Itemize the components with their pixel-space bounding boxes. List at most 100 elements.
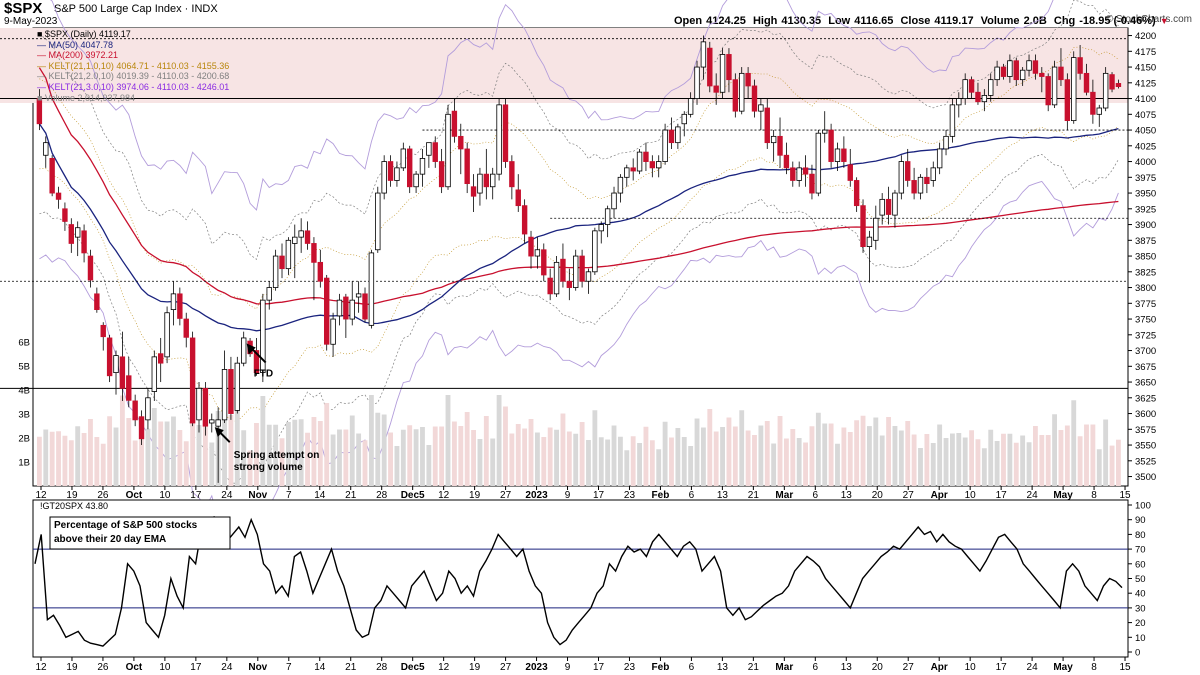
x-tick-label: 24 [221, 490, 233, 501]
volume-bar [1020, 435, 1026, 486]
y-tick-label: 3750 [1135, 315, 1156, 326]
candle-body [1019, 69, 1026, 81]
volume-bar [209, 442, 215, 486]
lower-label-line2: above their 20 day EMA [54, 534, 166, 545]
candle-body [924, 176, 930, 185]
volume-bar [809, 426, 815, 486]
volume-bar [190, 395, 196, 486]
y-tick-label: 3900 [1135, 220, 1156, 231]
candle-body [1115, 83, 1122, 87]
candle-body [930, 167, 936, 181]
volume-bar [62, 435, 68, 486]
candle-body [138, 416, 145, 440]
candle-body [649, 161, 656, 169]
volume-bar [1013, 442, 1019, 486]
candle-body [1013, 60, 1019, 81]
volume-bar [100, 443, 106, 486]
volume-bar [783, 438, 789, 486]
volume-bar [171, 416, 176, 486]
close-value: 4119.17 [934, 15, 974, 27]
candle-body [132, 400, 138, 421]
volume-bar [1026, 442, 1032, 486]
candle-body [905, 161, 911, 181]
candle-body [81, 230, 87, 254]
x-tick-label: 8 [1091, 490, 1097, 501]
x-tick-label: 12 [35, 490, 47, 501]
x-tick-label: 26 [97, 490, 109, 501]
y-tick-label: 3800 [1135, 283, 1156, 294]
volume-tick-label: 2B [18, 434, 30, 445]
volume-bar [988, 429, 994, 486]
candle-body [968, 79, 975, 93]
volume-bar [43, 429, 49, 486]
lower-x-tick-label: 27 [500, 662, 512, 673]
candle-body [68, 224, 75, 244]
keltner-upper-2 [39, 0, 1119, 260]
volume-bar [892, 426, 898, 486]
volume-bar [260, 396, 266, 486]
candle-body [802, 167, 809, 175]
volume-bar [330, 434, 336, 486]
candle-body [324, 277, 330, 345]
lower-x-tick-label: 21 [748, 662, 760, 673]
high-value: 4130.35 [781, 15, 822, 27]
candle-body [407, 148, 413, 188]
candle-body [445, 113, 451, 188]
candle-body [126, 375, 132, 401]
candle-body [1096, 107, 1102, 115]
lower-x-tick-label: 17 [996, 662, 1008, 673]
chart-date: 9-May-2023 [4, 16, 58, 27]
volume-bar [937, 424, 943, 486]
y-tick-label: 4050 [1135, 126, 1156, 137]
volume-bar [337, 429, 342, 486]
x-tick-label: Feb [652, 490, 670, 501]
candle-body [145, 397, 151, 421]
candle-body [547, 277, 553, 295]
legend-entry: ■ Volume 2,014,937,984 [37, 92, 136, 103]
lower-x-tick-label: 28 [376, 662, 388, 673]
candle-body [279, 255, 285, 270]
volume-bar [573, 433, 579, 486]
index-full-name: S&P 500 Large Cap Index [54, 3, 182, 15]
keltner-upper-3 [50, 0, 1054, 211]
lower-y-tick-label: 100 [1135, 501, 1151, 512]
volume-bar [228, 415, 234, 486]
volume-bar [930, 443, 936, 486]
volume-bar [943, 438, 949, 486]
y-tick-label: 3625 [1135, 393, 1156, 404]
lower-label-line1: Percentage of S&P 500 stocks [54, 520, 198, 531]
volume-bar [637, 443, 642, 486]
candle-body [528, 236, 534, 257]
candle-body [170, 293, 177, 311]
candle-body [687, 98, 694, 115]
exchange-code: INDX [191, 3, 218, 15]
ftd-arrowhead [246, 343, 256, 355]
volume-bar [700, 427, 706, 486]
candle-body [515, 189, 521, 207]
volume-bar [924, 434, 930, 486]
candle-body [994, 66, 1000, 81]
x-tick-label: 15 [1119, 490, 1131, 501]
candle-body [521, 205, 528, 235]
lower-x-tick-label: Nov [248, 662, 267, 673]
candle-body [368, 252, 375, 326]
volume-bar [56, 431, 61, 486]
volume-bar [241, 430, 247, 486]
x-tick-label: 21 [345, 490, 357, 501]
y-tick-label: 4025 [1135, 141, 1156, 152]
y-tick-label: 4100 [1135, 94, 1156, 105]
y-tick-label: 4175 [1135, 47, 1156, 58]
candle-body [260, 299, 266, 374]
volume-bar [164, 421, 170, 486]
candle-body [438, 161, 445, 188]
candle-body [949, 104, 956, 137]
candle-body [432, 142, 438, 162]
ohlc-summary: Open 4124.25 High 4130.35 Low 4116.65 Close… [674, 15, 1173, 27]
lower-x-tick-label: 13 [841, 662, 853, 673]
volume-bar [496, 395, 502, 486]
x-tick-label: 19 [469, 490, 481, 501]
x-tick-label: 17 [996, 490, 1008, 501]
x-tick-label: 9 [565, 490, 571, 501]
candle-body [1064, 79, 1071, 122]
